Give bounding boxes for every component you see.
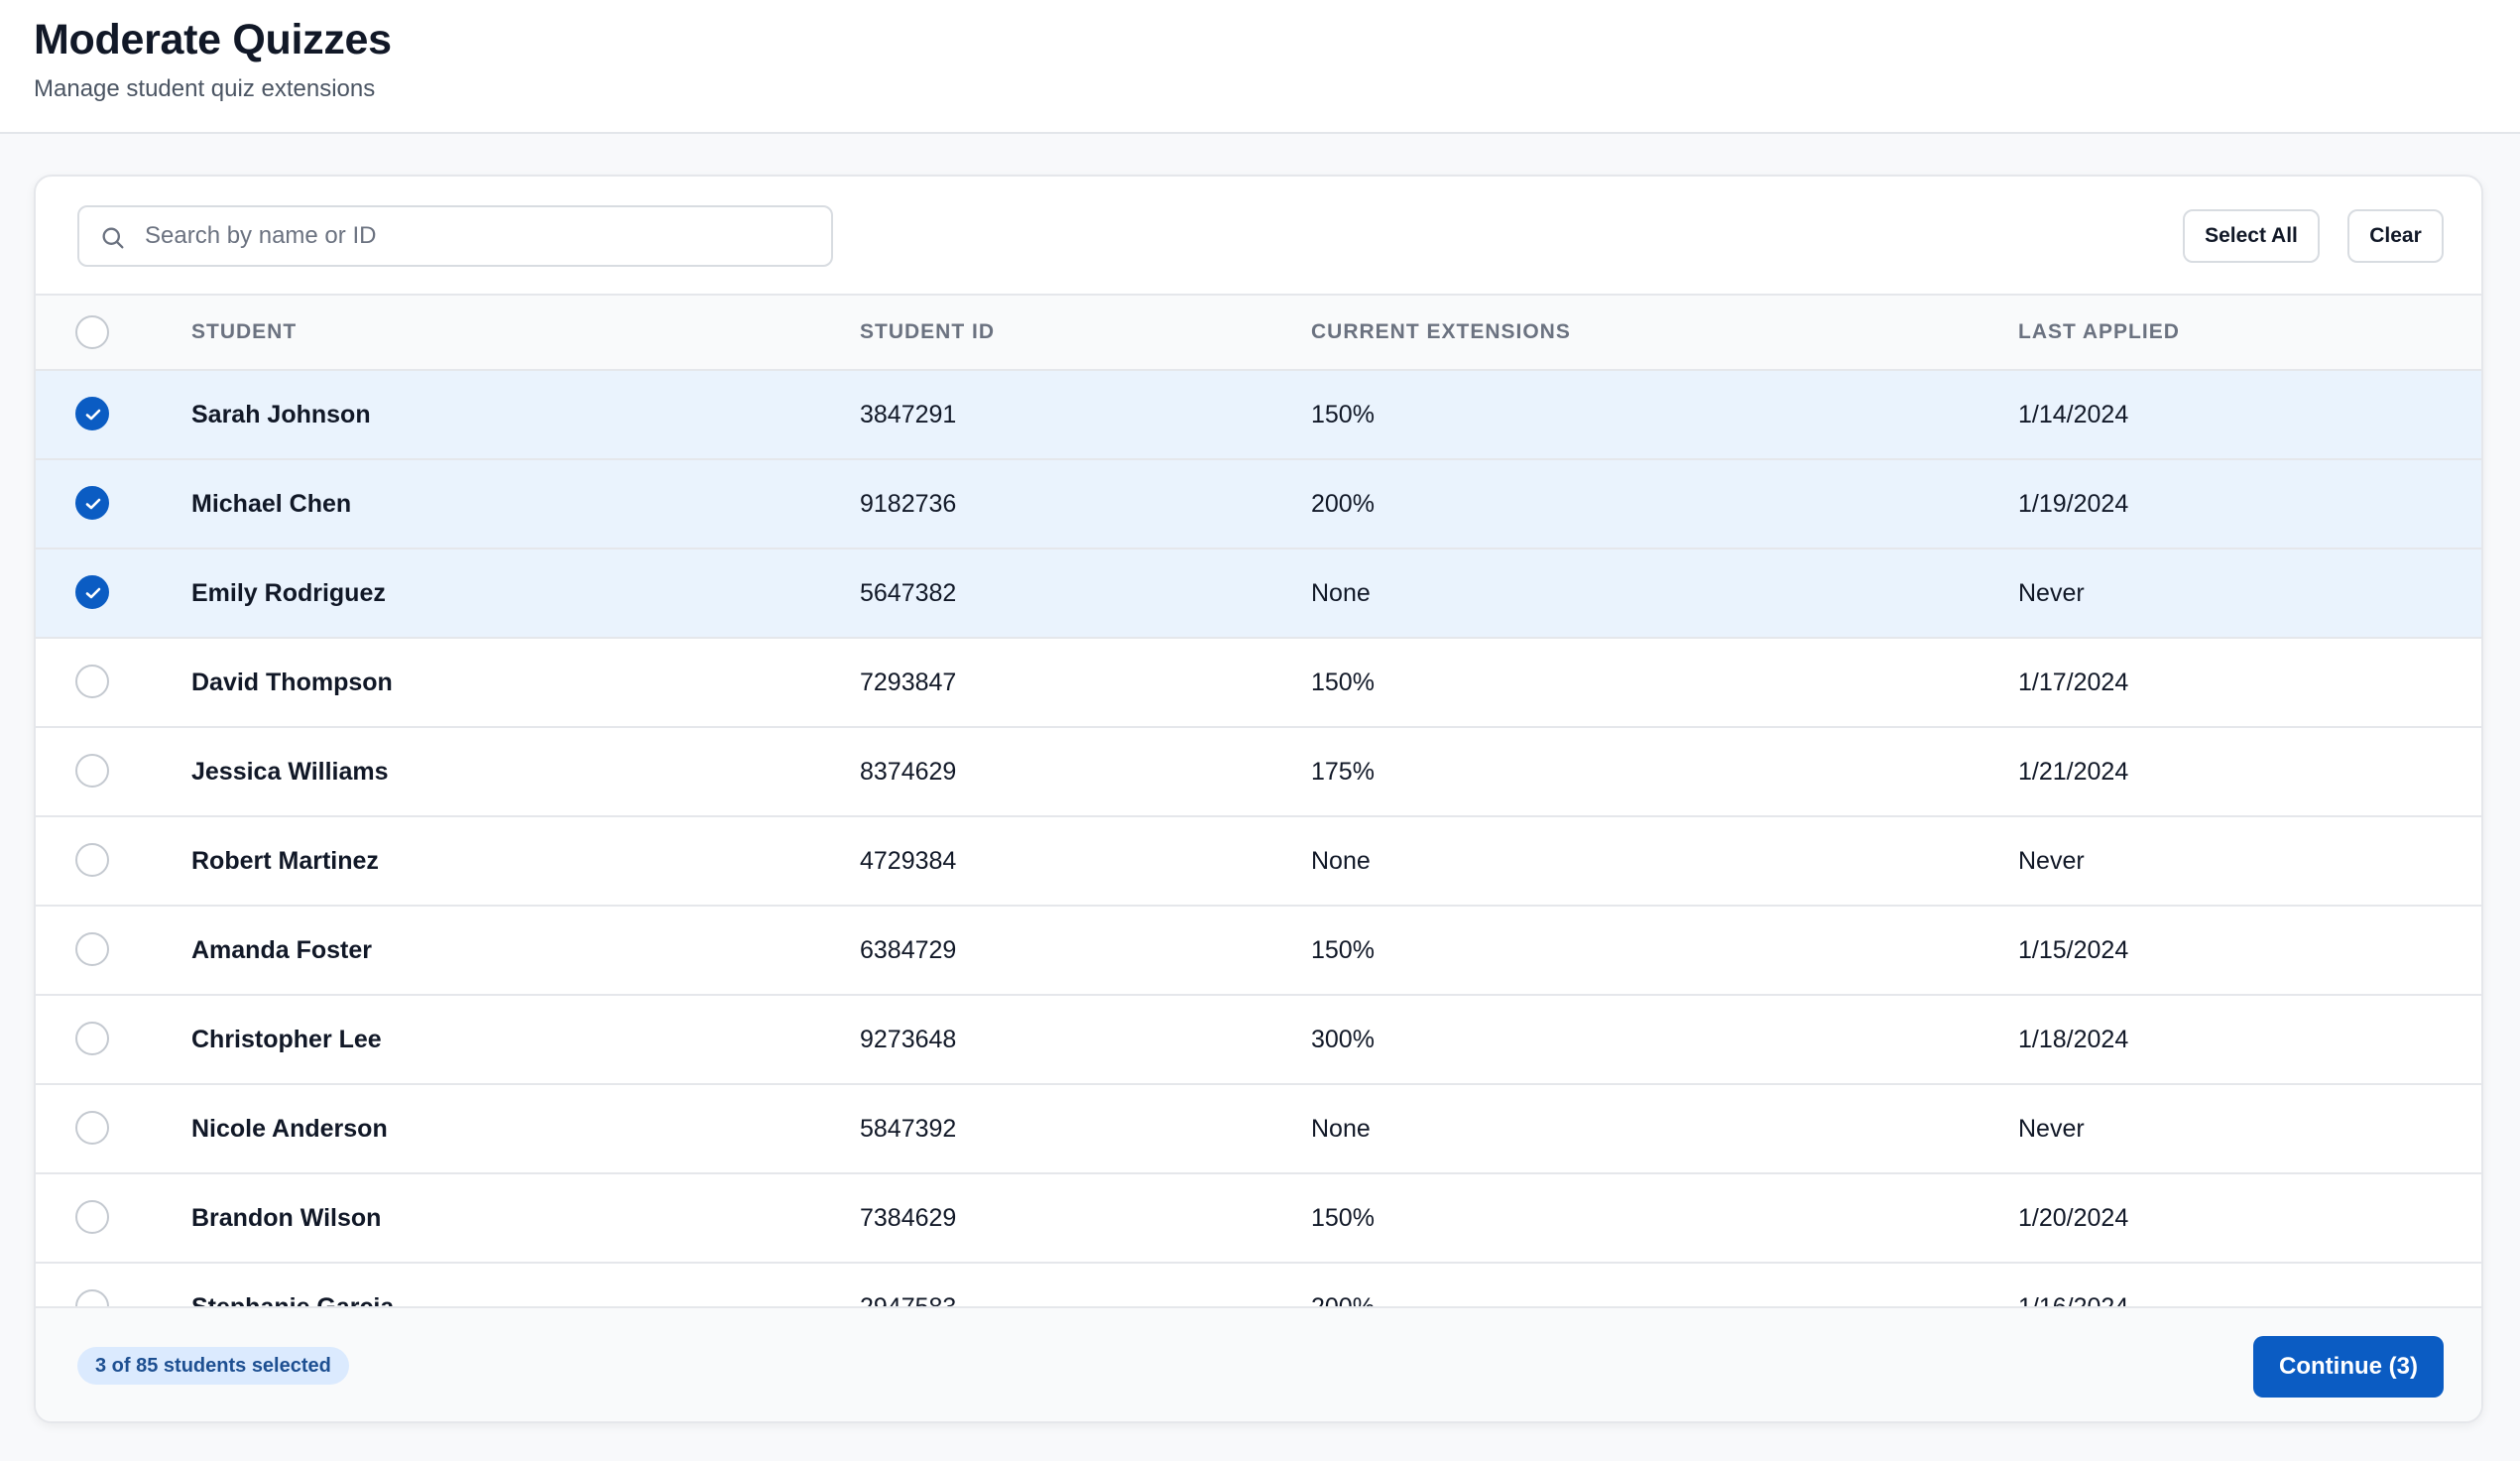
student-id: 6384729 — [860, 936, 957, 964]
page-header: Moderate Quizzes Manage student quiz ext… — [0, 0, 2520, 134]
current-extension: None — [1311, 579, 1371, 607]
table-row[interactable]: Brandon Wilson 7384629 150% 1/20/2024 — [36, 1172, 2481, 1262]
student-name: Brandon Wilson — [191, 1204, 382, 1232]
student-id: 9182736 — [860, 490, 957, 518]
table-row[interactable]: Jessica Williams 8374629 175% 1/21/2024 — [36, 726, 2481, 815]
current-extension: 150% — [1311, 1204, 1375, 1232]
students-card: Select All Clear STUDENT STUDENT ID CURR… — [34, 175, 2483, 1423]
row-checkbox[interactable] — [75, 575, 109, 609]
search-box[interactable] — [77, 205, 833, 267]
current-extension: None — [1311, 847, 1371, 875]
student-name: Amanda Foster — [191, 936, 372, 964]
current-extension: 300% — [1311, 1026, 1375, 1053]
student-name: Robert Martinez — [191, 847, 379, 875]
table-row[interactable]: Amanda Foster 6384729 150% 1/15/2024 — [36, 905, 2481, 994]
last-applied: Never — [2018, 1115, 2085, 1143]
current-extension: None — [1311, 1115, 1371, 1143]
row-checkbox[interactable] — [75, 1111, 109, 1145]
student-id: 3847291 — [860, 401, 957, 428]
table-row[interactable]: Christopher Lee 9273648 300% 1/18/2024 — [36, 994, 2481, 1083]
student-name: Sarah Johnson — [191, 401, 371, 428]
student-id: 7293847 — [860, 669, 957, 696]
column-header-current-extensions[interactable]: CURRENT EXTENSIONS — [1311, 320, 1571, 343]
search-input[interactable] — [145, 207, 819, 265]
student-name: David Thompson — [191, 669, 393, 696]
row-checkbox[interactable] — [75, 397, 109, 430]
student-id: 7384629 — [860, 1204, 957, 1232]
continue-button[interactable]: Continue (3) — [2253, 1336, 2444, 1398]
last-applied: 1/18/2024 — [2018, 1026, 2129, 1053]
table-row[interactable]: Robert Martinez 4729384 None Never — [36, 815, 2481, 905]
current-extension: 150% — [1311, 936, 1375, 964]
clear-button[interactable]: Clear — [2347, 209, 2444, 263]
student-id: 8374629 — [860, 758, 957, 786]
student-name: Emily Rodriguez — [191, 579, 386, 607]
check-icon — [85, 587, 101, 599]
student-name: Jessica Williams — [191, 758, 389, 786]
student-name: Christopher Lee — [191, 1026, 382, 1053]
selection-count-badge: 3 of 85 students selected — [77, 1347, 349, 1385]
search-icon — [102, 227, 124, 249]
row-checkbox[interactable] — [75, 665, 109, 698]
last-applied: Never — [2018, 847, 2085, 875]
check-icon — [85, 409, 101, 421]
last-applied: 1/21/2024 — [2018, 758, 2129, 786]
student-id: 5847392 — [860, 1115, 957, 1143]
last-applied: 1/17/2024 — [2018, 669, 2129, 696]
table-row[interactable]: David Thompson 7293847 150% 1/17/2024 — [36, 637, 2481, 726]
last-applied: Never — [2018, 579, 2085, 607]
select-all-checkbox[interactable] — [75, 315, 109, 349]
student-id: 9273648 — [860, 1026, 957, 1053]
row-checkbox[interactable] — [75, 486, 109, 520]
current-extension: 175% — [1311, 758, 1375, 786]
student-name: Michael Chen — [191, 490, 352, 518]
page-title: Moderate Quizzes — [34, 16, 392, 63]
check-icon — [85, 498, 101, 510]
student-id: 4729384 — [860, 847, 957, 875]
column-header-student-id[interactable]: STUDENT ID — [860, 320, 995, 343]
current-extension: 200% — [1311, 490, 1375, 518]
table-header: STUDENT STUDENT ID CURRENT EXTENSIONS LA… — [36, 296, 2481, 369]
row-checkbox[interactable] — [75, 843, 109, 877]
table-row[interactable]: Emily Rodriguez 5647382 None Never — [36, 548, 2481, 637]
row-checkbox[interactable] — [75, 754, 109, 788]
column-header-last-applied[interactable]: LAST APPLIED — [2018, 320, 2180, 343]
row-checkbox[interactable] — [75, 1022, 109, 1055]
toolbar: Select All Clear — [36, 177, 2481, 296]
last-applied: 1/19/2024 — [2018, 490, 2129, 518]
page-subtitle: Manage student quiz extensions — [34, 75, 376, 102]
student-id: 5647382 — [860, 579, 957, 607]
row-checkbox[interactable] — [75, 932, 109, 966]
current-extension: 150% — [1311, 401, 1375, 428]
table-row[interactable]: Michael Chen 9182736 200% 1/19/2024 — [36, 458, 2481, 548]
current-extension: 150% — [1311, 669, 1375, 696]
table-row[interactable]: Nicole Anderson 5847392 None Never — [36, 1083, 2481, 1172]
select-all-button[interactable]: Select All — [2183, 209, 2320, 263]
student-name: Nicole Anderson — [191, 1115, 388, 1143]
row-checkbox[interactable] — [75, 1200, 109, 1234]
last-applied: 1/15/2024 — [2018, 936, 2129, 964]
last-applied: 1/20/2024 — [2018, 1204, 2129, 1232]
column-header-student[interactable]: STUDENT — [191, 320, 298, 343]
table-row[interactable]: Sarah Johnson 3847291 150% 1/14/2024 — [36, 369, 2481, 458]
footer-bar: 3 of 85 students selected Continue (3) — [36, 1306, 2481, 1421]
last-applied: 1/14/2024 — [2018, 401, 2129, 428]
